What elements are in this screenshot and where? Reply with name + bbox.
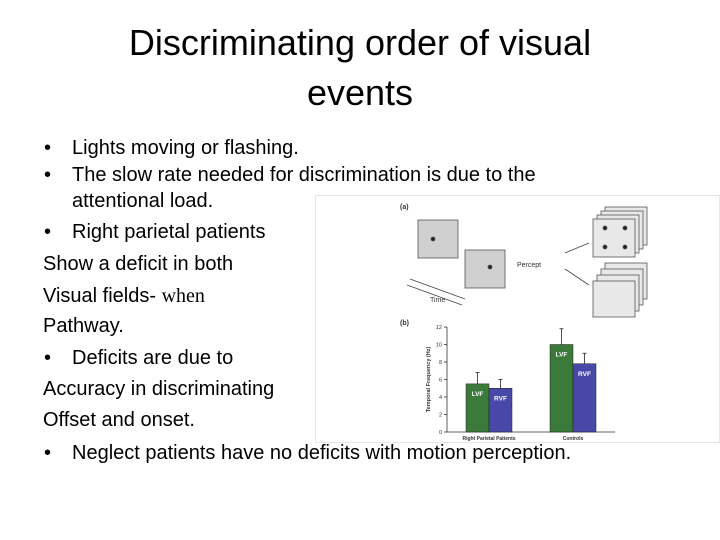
y-tick-label: 12 [436, 325, 442, 331]
y-axis-label: Temporal Frequency (Hz) [426, 347, 432, 413]
text-line: attentional load. [72, 190, 214, 212]
text-span: Visual fields- [43, 285, 157, 307]
panel-label: (b) [400, 320, 409, 327]
y-tick-label: 0 [439, 430, 442, 436]
bullet: • [44, 137, 52, 159]
text-line: Right parietal patients [72, 221, 266, 243]
bullet: • [44, 442, 52, 464]
diagram [417, 206, 648, 318]
slide-title: Discriminating order of visual events [128, 22, 592, 113]
text-line: Pathway. [43, 315, 124, 337]
y-tick-label: 8 [439, 360, 442, 366]
figure-border [315, 195, 720, 443]
series-label: RVF [578, 371, 591, 378]
figure-graphic: (a) (b) [315, 195, 720, 443]
bullet: • [44, 221, 52, 243]
text-line: Deficits are due to [72, 347, 234, 369]
x-tick-label: Controls [563, 436, 584, 442]
y-tick-label: 4 [439, 395, 442, 401]
text-line: Lights moving or flashing. [72, 137, 299, 159]
text-line: Offset and onset. [43, 409, 195, 431]
text-line: Neglect patients have no deficits with m… [72, 442, 572, 464]
arrows [406, 242, 590, 306]
panel-label: (a) [400, 204, 409, 211]
y-tick-label: 2 [439, 413, 442, 419]
text-line: Accuracy in discriminating [43, 378, 275, 400]
text-line: Show a deficit in both [43, 253, 234, 275]
series-label: LVF [556, 352, 568, 359]
bullet: • [44, 164, 52, 186]
x-tick-label: Right Parietal Patients [462, 436, 515, 442]
diagram-label: Percept [517, 262, 541, 269]
y-tick-label: 10 [436, 343, 442, 349]
y-tick-label: 6 [439, 378, 442, 384]
figure: (a) (b) [315, 195, 720, 443]
series-label: LVF [472, 391, 484, 398]
text-line: The slow rate needed for discrimination … [72, 164, 536, 186]
bullet: • [44, 347, 52, 369]
diagram-label: Time [430, 297, 445, 304]
text-line: Visual fields- when [43, 284, 205, 308]
series-label: RVF [494, 395, 507, 402]
text-span: when [161, 285, 205, 307]
